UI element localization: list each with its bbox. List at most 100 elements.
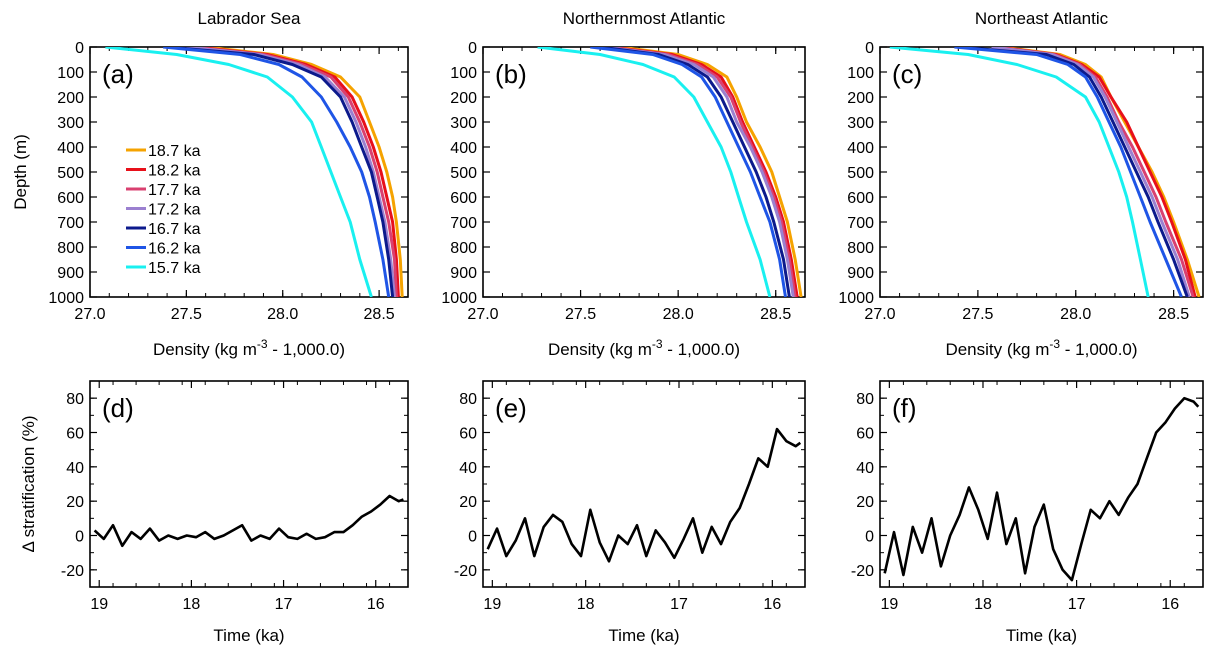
y-tick-label: 500 xyxy=(847,165,874,182)
series-line-16-7-ka xyxy=(958,47,1189,297)
y-tick-label: 0 xyxy=(468,40,477,57)
y-tick-label: 600 xyxy=(450,190,477,207)
series-line-16-2-ka xyxy=(590,47,787,297)
series-line-15-7-ka xyxy=(889,47,1150,297)
y-tick-label: 1000 xyxy=(441,290,477,307)
y-tick-label: 60 xyxy=(66,426,84,443)
x-tick-label: 18 xyxy=(974,596,992,613)
y-tick-label: 60 xyxy=(459,426,477,443)
x-tick-label: 27.5 xyxy=(565,306,596,323)
y-tick-label: 40 xyxy=(459,460,477,477)
series-line-17-7-ka xyxy=(190,47,398,297)
plot-frame-5 xyxy=(482,380,806,588)
y-tick-label: 700 xyxy=(450,215,477,232)
x-tick-label: 16 xyxy=(367,596,385,613)
y-tick-label: 1000 xyxy=(838,290,874,307)
x-tick-label: 17 xyxy=(275,596,293,613)
x-tick-label: 27.5 xyxy=(171,306,202,323)
x-tick-label: 28.0 xyxy=(267,306,298,323)
y-tick-label: 200 xyxy=(57,90,84,107)
y-tick-label: 700 xyxy=(57,215,84,232)
y-tick-label: 200 xyxy=(450,90,477,107)
x-tick-label: 17 xyxy=(1068,596,1086,613)
y-tick-label: 0 xyxy=(468,529,477,546)
y-tick-label: 80 xyxy=(66,391,84,408)
x-tick-label: 27.0 xyxy=(467,306,498,323)
y-tick-label: 80 xyxy=(856,391,874,408)
x-axis-label: Density (kg m-3 - 1,000.0) xyxy=(153,337,345,359)
series-line-17-2-ka xyxy=(186,47,396,297)
panel-label: (c) xyxy=(892,59,922,89)
y-tick-label: 40 xyxy=(856,460,874,477)
y-tick-label: 1000 xyxy=(48,290,84,307)
x-tick-label: 19 xyxy=(880,596,898,613)
y-tick-label: 0 xyxy=(865,40,874,57)
x-tick-label: 27.5 xyxy=(962,306,993,323)
x-tick-label: 28.0 xyxy=(1060,306,1091,323)
y-tick-label: 80 xyxy=(459,391,477,408)
x-tick-label: 28.5 xyxy=(760,306,791,323)
y-tick-label: 800 xyxy=(847,240,874,257)
stratification-line xyxy=(883,396,1200,582)
x-tick-label: 28.0 xyxy=(663,306,694,323)
x-axis-label: Density (kg m-3 - 1,000.0) xyxy=(548,337,740,359)
x-tick-label: 16 xyxy=(763,596,781,613)
y-tick-label: -20 xyxy=(61,563,84,580)
y-tick-label: -20 xyxy=(454,563,477,580)
x-axis-label: Time (ka) xyxy=(1006,626,1077,645)
plot-frame-4 xyxy=(89,380,409,588)
plot-frame-3 xyxy=(879,46,1204,298)
y-tick-label: 700 xyxy=(847,215,874,232)
x-tick-label: 19 xyxy=(483,596,501,613)
series-line-17-2-ka xyxy=(603,47,795,297)
legend-label: 18.7 ka xyxy=(148,143,201,160)
y-tick-label: 900 xyxy=(57,265,84,282)
panel-title: Northernmost Atlantic xyxy=(563,9,726,28)
series-line-18-7-ka xyxy=(619,47,803,297)
x-tick-label: 16 xyxy=(1161,596,1179,613)
y-tick-label: 200 xyxy=(847,90,874,107)
y-tick-label: 500 xyxy=(57,165,84,182)
plot-frame-6 xyxy=(879,380,1204,588)
panel-label: (f) xyxy=(892,393,917,423)
legend-label: 17.2 ka xyxy=(148,202,201,219)
x-tick-label: 27.0 xyxy=(864,306,895,323)
y-tick-label: 20 xyxy=(66,494,84,511)
series-line-15-7-ka xyxy=(105,47,373,297)
x-tick-label: 27.0 xyxy=(74,306,105,323)
panel-label: (a) xyxy=(102,59,134,89)
x-axis-label: Time (ka) xyxy=(213,626,284,645)
y-tick-label: 800 xyxy=(57,240,84,257)
y-tick-label: 100 xyxy=(847,65,874,82)
x-tick-label: 17 xyxy=(670,596,688,613)
x-tick-label: 18 xyxy=(577,596,595,613)
x-tick-label: 28.5 xyxy=(1158,306,1189,323)
y-axis-label: Δ stratification (%) xyxy=(19,415,38,552)
y-tick-label: 20 xyxy=(856,494,874,511)
panel-title: Northeast Atlantic xyxy=(975,9,1109,28)
y-tick-label: 40 xyxy=(66,460,84,477)
y-tick-label: 900 xyxy=(450,265,477,282)
y-tick-label: 600 xyxy=(847,190,874,207)
y-tick-label: 0 xyxy=(865,529,874,546)
panel-label: (e) xyxy=(495,393,527,423)
y-tick-label: 300 xyxy=(847,115,874,132)
x-axis-label: Time (ka) xyxy=(608,626,679,645)
stratification-line xyxy=(93,494,404,548)
x-tick-label: 18 xyxy=(182,596,200,613)
panel-label: (d) xyxy=(102,393,134,423)
legend-label: 15.7 ka xyxy=(148,260,201,277)
stratification-line xyxy=(486,427,802,563)
y-tick-label: 400 xyxy=(57,140,84,157)
y-axis-label: Depth (m) xyxy=(11,134,30,210)
y-tick-label: 300 xyxy=(450,115,477,132)
y-tick-label: 100 xyxy=(450,65,477,82)
series-line-18-2-ka xyxy=(609,47,799,297)
y-tick-label: 600 xyxy=(57,190,84,207)
x-tick-label: 28.5 xyxy=(364,306,395,323)
series-line-15-7-ka xyxy=(537,47,772,297)
y-tick-label: 20 xyxy=(459,494,477,511)
series-line-18-2-ka xyxy=(195,47,400,297)
y-tick-label: 60 xyxy=(856,426,874,443)
